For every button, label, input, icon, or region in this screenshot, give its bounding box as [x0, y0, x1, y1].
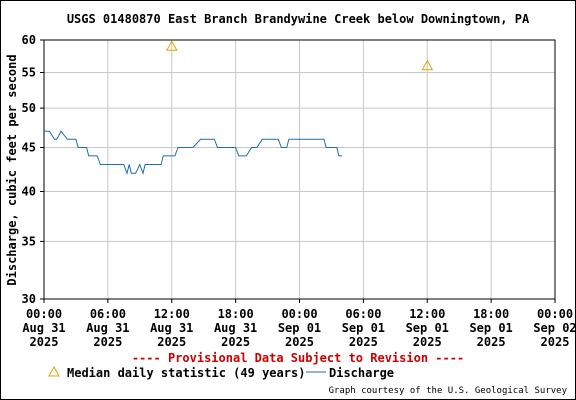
- courtesy-note: Graph courtesy of the U.S. Geological Su…: [329, 386, 568, 396]
- y-tick-label: 50: [22, 101, 36, 115]
- x-tick-day-label: Sep 01: [469, 321, 512, 335]
- x-tick-day-label: Sep 02: [533, 321, 576, 335]
- y-tick-label: 55: [22, 66, 36, 80]
- y-tick-label: 40: [22, 185, 36, 199]
- chart-title: USGS 01480870 East Branch Brandywine Cre…: [67, 12, 530, 26]
- x-tick-year-label: 2025: [93, 335, 122, 349]
- y-tick-label: 30: [22, 292, 36, 306]
- x-tick-time-label: 00:00: [281, 307, 317, 321]
- x-tick-time-label: 12:00: [154, 307, 190, 321]
- y-tick-label: 45: [22, 140, 36, 154]
- gridlines: [44, 40, 555, 299]
- x-tick-year-label: 2025: [221, 335, 250, 349]
- x-tick-year-label: 2025: [349, 335, 378, 349]
- y-tick-label: 60: [22, 33, 36, 47]
- legend: Median daily statistic (49 years) Discha…: [48, 365, 394, 380]
- x-tick-year-label: 2025: [157, 335, 186, 349]
- x-tick-day-label: Sep 01: [406, 321, 449, 335]
- median-statistic-marker: [165, 40, 178, 51]
- x-tick-time-label: 18:00: [473, 307, 509, 321]
- x-tick-year-label: 2025: [413, 335, 442, 349]
- legend-discharge-label: Discharge: [329, 366, 394, 380]
- x-tick-day-label: Sep 01: [278, 321, 321, 335]
- x-tick-time-label: 12:00: [409, 307, 445, 321]
- x-tick-day-label: Aug 31: [150, 321, 193, 335]
- x-tick-day-label: Sep 01: [342, 321, 385, 335]
- x-tick-time-label: 18:00: [218, 307, 254, 321]
- x-tick-day-label: Aug 31: [86, 321, 129, 335]
- x-tick-year-label: 2025: [477, 335, 506, 349]
- legend-median-label: Median daily statistic (49 years): [67, 366, 305, 380]
- x-tick-time-label: 00:00: [26, 307, 62, 321]
- x-tick-time-label: 00:00: [537, 307, 573, 321]
- y-axis-ticks: 30 35 40 45 50 55 60: [22, 33, 44, 306]
- discharge-series-line: [44, 130, 343, 176]
- series-layer: [44, 40, 434, 176]
- x-tick-time-label: 06:00: [345, 307, 381, 321]
- x-tick-time-label: 06:00: [90, 307, 126, 321]
- y-axis-label: Discharge, cubic feet per second: [5, 54, 19, 285]
- x-tick-day-label: Aug 31: [214, 321, 257, 335]
- legend-median-triangle-icon: [48, 365, 60, 377]
- y-tick-label: 35: [22, 234, 36, 248]
- median-statistic-marker: [421, 59, 434, 71]
- x-tick-day-label: Aug 31: [22, 321, 65, 335]
- x-tick-year-label: 2025: [285, 335, 314, 349]
- x-tick-year-label: 2025: [541, 335, 570, 349]
- x-tick-year-label: 2025: [30, 335, 59, 349]
- provisional-notice: ---- Provisional Data Subject to Revisio…: [132, 351, 464, 365]
